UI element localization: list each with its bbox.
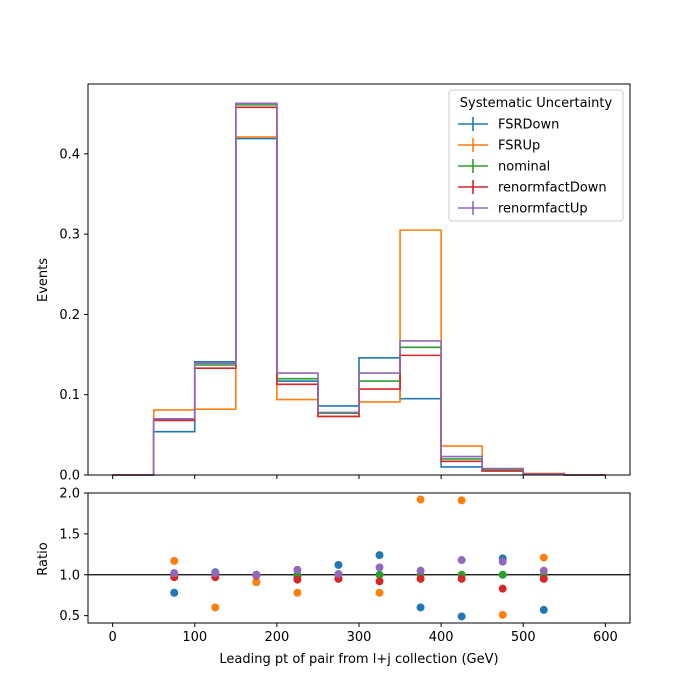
- ratio-point-FSRUp: [170, 556, 179, 565]
- ratio-point-renormfactDown: [293, 575, 302, 584]
- ratio-point-FSRDown: [457, 612, 466, 621]
- ratio-point-renormfactUp: [211, 569, 220, 578]
- legend-entry-FSRDown: FSRDown: [458, 117, 559, 133]
- ratio-x-tick-label: 200: [264, 630, 289, 645]
- legend-entries: FSRDown FSRUp nominal renormfactDown renormf…: [458, 117, 607, 217]
- ratio-y-tick-label: 2.0: [59, 487, 80, 502]
- main-series-layer: [112, 102, 606, 476]
- ratio-point-renormfactUp: [539, 566, 548, 575]
- ratio-point-FSRUp: [252, 578, 261, 587]
- main-panel: 0.0 0.1 0.2 0.3 0.4 Events Systematic Uncert…: [36, 83, 631, 484]
- ratio-x-tick-label: 100: [182, 630, 207, 645]
- ratio-point-renormfactUp: [375, 563, 384, 572]
- histogram-series-renormfactUp: [112, 102, 606, 476]
- ratio-point-renormfactDown: [375, 577, 384, 586]
- ratio-point-renormfactDown: [498, 584, 507, 593]
- legend-label: renormfactDown: [498, 181, 607, 196]
- ratio-point-FSRDown: [334, 560, 343, 569]
- ratio-y-tick-label: 0.5: [59, 609, 80, 624]
- ratio-y-tick-label: 1.5: [59, 527, 80, 542]
- ratio-point-FSRDown: [416, 603, 425, 612]
- ratio-point-FSRUp: [539, 553, 548, 562]
- legend-title: Systematic Uncertainty: [460, 96, 613, 111]
- ratio-x-tick-label: 600: [593, 630, 618, 645]
- main-y-tick-label: 0.0: [59, 469, 80, 484]
- ratio-point-renormfactDown: [539, 574, 548, 583]
- main-y-tick-label: 0.1: [59, 388, 80, 403]
- ratio-point-renormfactUp: [457, 556, 466, 565]
- ratio-point-FSRUp: [457, 496, 466, 505]
- legend-box: [448, 89, 624, 222]
- ratio-plot-frame: [87, 492, 631, 624]
- ratio-point-FSRUp: [293, 588, 302, 597]
- main-y-ticks: 0.0 0.1 0.2 0.3 0.4: [59, 147, 88, 484]
- ratio-y-ticks: 0.5 1.0 1.5 2.0: [59, 487, 88, 624]
- ratio-point-renormfactDown: [416, 574, 425, 583]
- ratio-point-FSRDown: [170, 588, 179, 597]
- ratio-point-renormfactUp: [416, 566, 425, 575]
- legend: Systematic Uncertainty FSRDown FSRUp nomin…: [448, 89, 624, 222]
- ratio-panel: 0.5 1.0 1.5 2.0 0 100 200 300 400 500 600 Ratio L…: [36, 487, 631, 667]
- ratio-point-FSRDown: [539, 605, 548, 614]
- legend-entry-nominal: nominal: [458, 159, 550, 175]
- ratio-point-FSRUp: [211, 603, 220, 612]
- ratio-point-FSRUp: [416, 495, 425, 504]
- main-y-tick-label: 0.3: [59, 228, 80, 243]
- legend-entry-FSRUp: FSRUp: [458, 138, 540, 154]
- ratio-point-FSRDown: [375, 551, 384, 560]
- legend-label: nominal: [498, 160, 550, 175]
- ratio-x-tick-label: 500: [511, 630, 536, 645]
- main-plot-frame: [87, 83, 631, 476]
- legend-entry-renormfactUp: renormfactUp: [458, 201, 588, 217]
- main-y-tick-label: 0.4: [59, 147, 80, 162]
- main-x-ticks: [112, 475, 606, 479]
- legend-entry-renormfactDown: renormfactDown: [458, 180, 607, 196]
- ratio-point-nominal: [375, 570, 384, 579]
- main-y-axis-label: Events: [36, 258, 51, 302]
- ratio-point-nominal: [498, 570, 507, 579]
- ratio-y-tick-label: 1.0: [59, 568, 80, 583]
- ratio-point-FSRUp: [498, 610, 507, 619]
- ratio-point-renormfactUp: [334, 569, 343, 578]
- ratio-x-ticks: 0 100 200 300 400 500 600: [108, 623, 618, 645]
- ratio-y-axis-label: Ratio: [36, 542, 51, 575]
- ratio-point-renormfactUp: [252, 570, 261, 579]
- ratio-x-tick-label: 0: [108, 630, 116, 645]
- legend-label: FSRUp: [498, 139, 540, 154]
- ratio-points-layer: [170, 495, 548, 621]
- main-y-tick-label: 0.2: [59, 308, 80, 323]
- legend-label: renormfactUp: [498, 202, 588, 217]
- ratio-point-renormfactUp: [293, 565, 302, 574]
- ratio-x-tick-label: 300: [347, 630, 372, 645]
- ratio-point-FSRUp: [375, 588, 384, 597]
- ratio-point-renormfactUp: [170, 569, 179, 578]
- ratio-point-renormfactUp: [498, 557, 507, 566]
- ratio-point-renormfactDown: [457, 574, 466, 583]
- x-axis-label: Leading pt of pair from l+j collection (…: [219, 652, 498, 667]
- legend-label: FSRDown: [498, 118, 559, 133]
- ratio-x-tick-label: 400: [429, 630, 454, 645]
